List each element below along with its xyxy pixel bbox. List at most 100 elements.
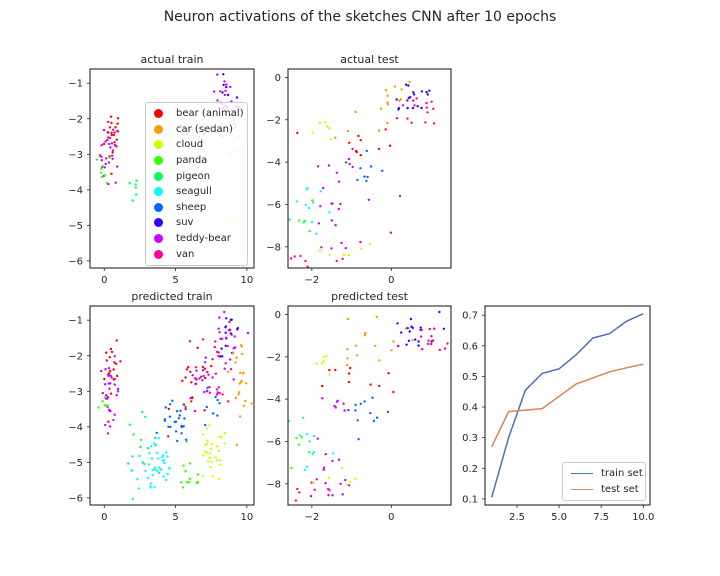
scatter-point [316,165,320,168]
scatter-point [359,154,362,157]
y-tick-label: 0.6 [462,341,478,352]
scatter-point [386,121,389,125]
legend-marker [154,171,163,181]
scatter-point [208,452,212,455]
y-tick-label: 0 [275,73,281,84]
scatter-point [386,103,389,106]
scatter-point [208,456,212,460]
scatter-point [146,446,150,450]
y-tick-label: −6 [68,256,83,267]
scatter-point [150,457,154,460]
scatter-point [343,409,346,412]
scatter-point [212,412,215,415]
scatter-point [384,88,388,92]
scatter-point [433,327,436,330]
scatter-point [307,206,311,210]
class-legend: bear (animal) car (sedan) cloud panda pigeon… [145,102,248,266]
scatter-point [428,89,431,92]
scatter-point [188,481,191,484]
scatter-point [135,179,138,182]
scatter-point [430,100,433,104]
scatter-point [240,345,244,348]
scatter-point [328,253,331,256]
scatter-point [168,466,171,470]
scatter-point [311,199,314,202]
scatter-point [113,361,116,364]
scatter-point [223,431,227,435]
scatter-point [209,465,212,469]
scatter-point [195,481,198,485]
scatter-point [223,367,226,370]
scatter-point [341,257,344,260]
legend-marker [154,249,163,259]
scatter-point [102,128,106,132]
x-tick-label: 0 [101,275,107,286]
scatter-point [304,203,308,207]
scatter-point [155,431,158,435]
panel-predicted-test: −2 0 0 −2 −4 −6 −8 [266,305,452,523]
scatter-point [328,368,331,372]
scatter-point [223,93,227,97]
scatter-point [233,335,236,338]
scatter-point [119,360,122,363]
scatter-point [311,131,314,134]
y-tick-label: −5 [68,458,83,469]
legend-marker [154,187,163,197]
x-tick-label: 5 [172,512,178,523]
x-tick-label: 10 [241,512,254,523]
scatter-point [239,371,242,375]
scatter-point [344,246,347,250]
scatter-point [322,466,326,469]
scatter-point [191,374,194,377]
scatter-point [113,355,116,358]
scatter-point [103,166,107,169]
scatter-point [113,383,116,386]
y-tick-label: −3 [68,150,83,161]
scatter-point [110,350,114,354]
scatter-point [425,101,428,105]
scatter-point [115,145,118,148]
legend-entry: teddy-bear [154,231,239,247]
scatter-point [235,96,239,99]
legend-entry: sheep [154,200,239,216]
scatter-point [150,445,153,448]
y-tick-label: −4 [68,185,83,196]
scatter-point [161,454,165,457]
scatter-point [235,356,238,359]
scatter-point [215,388,219,391]
scatter-point [104,368,107,371]
scatter-point [131,199,134,202]
scatter-point [424,121,427,124]
scatter-point [346,317,350,321]
scatter-point [204,356,207,359]
scatter-point [388,144,392,147]
scatter-point [359,240,362,244]
scatter-point [204,376,207,380]
scatter-point [426,111,429,114]
scatter-point [215,459,218,462]
scatter-point [204,443,207,446]
legend-marker [154,156,163,166]
scatter-point [227,400,230,403]
scatter-point [364,331,367,335]
scatter-point [163,418,166,421]
scatter-point [183,417,186,420]
scatter-point [196,346,199,349]
scatter-point [334,224,337,227]
scatter-point [408,330,411,333]
scatter-point [214,395,217,399]
scatter-point [188,462,192,465]
axes-frame [287,305,452,506]
scatter-point [174,430,178,433]
scatter-point [355,150,358,154]
scatter-point [227,370,230,374]
scatter-point [184,405,187,408]
scatter-point [196,473,200,476]
scatter-point [100,159,104,162]
axes-frame [484,305,651,506]
scatter-point [226,93,230,97]
scatter-point [425,106,428,109]
legend-entry: panda [154,153,239,169]
scatter-point [303,219,306,223]
scatter-point [113,131,116,134]
